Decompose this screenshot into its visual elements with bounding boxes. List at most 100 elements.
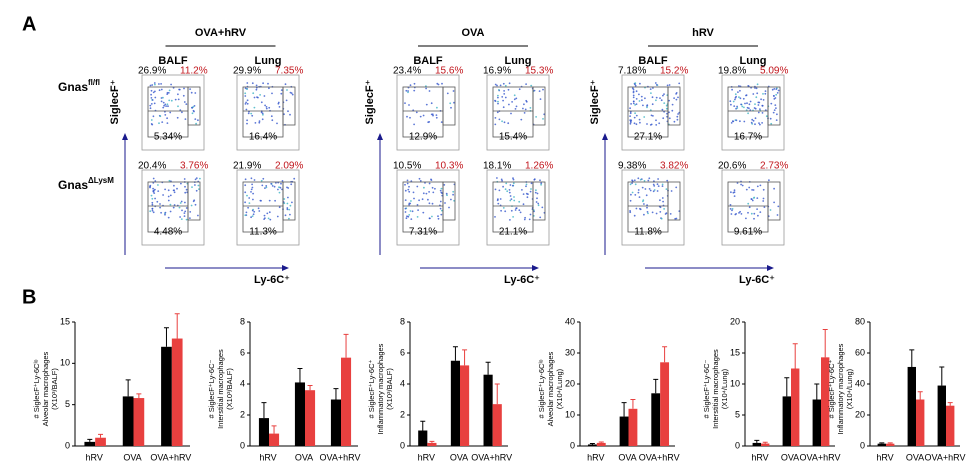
event-dot <box>635 103 638 105</box>
event-dot <box>762 200 765 202</box>
error-bar <box>621 402 627 417</box>
event-dot <box>193 110 195 113</box>
bar <box>916 399 925 446</box>
event-dot <box>251 215 254 218</box>
event-dot <box>539 179 541 182</box>
event-dot <box>244 103 247 105</box>
event-dot <box>509 219 511 221</box>
event-dot <box>509 184 512 186</box>
event-dot <box>541 206 544 209</box>
event-dot <box>729 204 732 206</box>
event-dot <box>246 102 249 105</box>
event-dot <box>160 100 163 103</box>
event-dot <box>498 189 501 192</box>
event-dot <box>666 112 668 115</box>
event-dot <box>733 189 736 192</box>
event-dot <box>289 213 291 216</box>
event-dot <box>635 114 638 117</box>
event-dot <box>754 87 756 89</box>
event-dot <box>755 87 758 90</box>
event-dot <box>756 208 758 211</box>
event-dot <box>527 193 529 196</box>
event-dot <box>444 202 446 204</box>
event-dot <box>520 118 523 121</box>
event-dot <box>197 119 199 122</box>
bar <box>450 360 460 446</box>
event-dot <box>737 91 739 93</box>
event-dot <box>662 200 664 203</box>
event-dot <box>195 177 198 180</box>
event-dot <box>761 112 764 114</box>
event-dot <box>530 182 533 185</box>
y-tick-label: 0 <box>65 440 70 450</box>
gate <box>187 181 201 221</box>
event-dot <box>662 117 665 120</box>
event-dot <box>150 93 153 96</box>
event-dot <box>406 182 409 185</box>
event-dot <box>749 100 752 103</box>
x-tick-label: hRV <box>587 452 604 462</box>
event-dot <box>749 109 752 111</box>
event-dot <box>758 122 760 124</box>
event-dot <box>651 211 654 214</box>
event-dot <box>659 211 662 213</box>
gate-percent: 15.2% <box>660 66 688 77</box>
event-dot <box>678 82 681 85</box>
event-dot <box>150 194 153 197</box>
event-dot <box>673 120 676 123</box>
event-dot <box>416 216 419 218</box>
event-dot <box>288 208 291 211</box>
event-dot <box>427 121 430 124</box>
error-bar <box>261 402 267 419</box>
event-dot <box>153 102 156 105</box>
bar <box>877 443 886 446</box>
event-dot <box>540 183 542 186</box>
event-dot <box>184 185 186 188</box>
event-dot <box>286 202 289 205</box>
event-dot <box>759 184 762 187</box>
y-tick-label: 10 <box>60 358 70 368</box>
event-dot <box>762 197 765 200</box>
event-dot <box>183 87 185 90</box>
event-dot <box>509 199 512 202</box>
bar <box>628 408 638 446</box>
event-dot <box>167 199 170 202</box>
event-dot <box>446 194 448 197</box>
event-dot <box>539 98 542 100</box>
x-axis-label: Ly-6C⁺ <box>739 274 775 286</box>
event-dot <box>735 213 737 215</box>
event-dot <box>183 212 186 215</box>
event-dot <box>497 94 499 97</box>
event-dot <box>508 82 511 85</box>
event-dot <box>668 99 670 102</box>
event-dot <box>453 101 455 104</box>
event-dot <box>439 200 442 203</box>
bar <box>492 404 502 446</box>
bar <box>886 443 895 446</box>
event-dot <box>662 94 664 97</box>
event-dot <box>409 210 412 212</box>
event-dot <box>502 99 504 102</box>
event-dot <box>497 96 499 99</box>
event-dot <box>160 211 163 214</box>
event-dot <box>251 82 254 85</box>
gate-percent: 7.35% <box>275 66 303 77</box>
event-dot <box>635 123 638 126</box>
event-dot <box>500 209 502 212</box>
event-dot <box>655 84 658 86</box>
error-bar <box>333 388 339 400</box>
event-dot <box>166 103 169 106</box>
bar <box>761 443 770 446</box>
event-dot <box>540 182 543 185</box>
event-dot <box>647 179 650 182</box>
bar <box>907 366 916 446</box>
event-dot <box>247 112 250 115</box>
event-dot <box>404 211 407 213</box>
event-dot <box>641 186 644 189</box>
event-dot <box>652 190 655 193</box>
event-dot <box>776 113 778 116</box>
event-dot <box>738 212 740 214</box>
event-dot <box>757 214 759 217</box>
error-bar <box>909 349 915 367</box>
gate-percent: 7.18% <box>618 66 646 77</box>
